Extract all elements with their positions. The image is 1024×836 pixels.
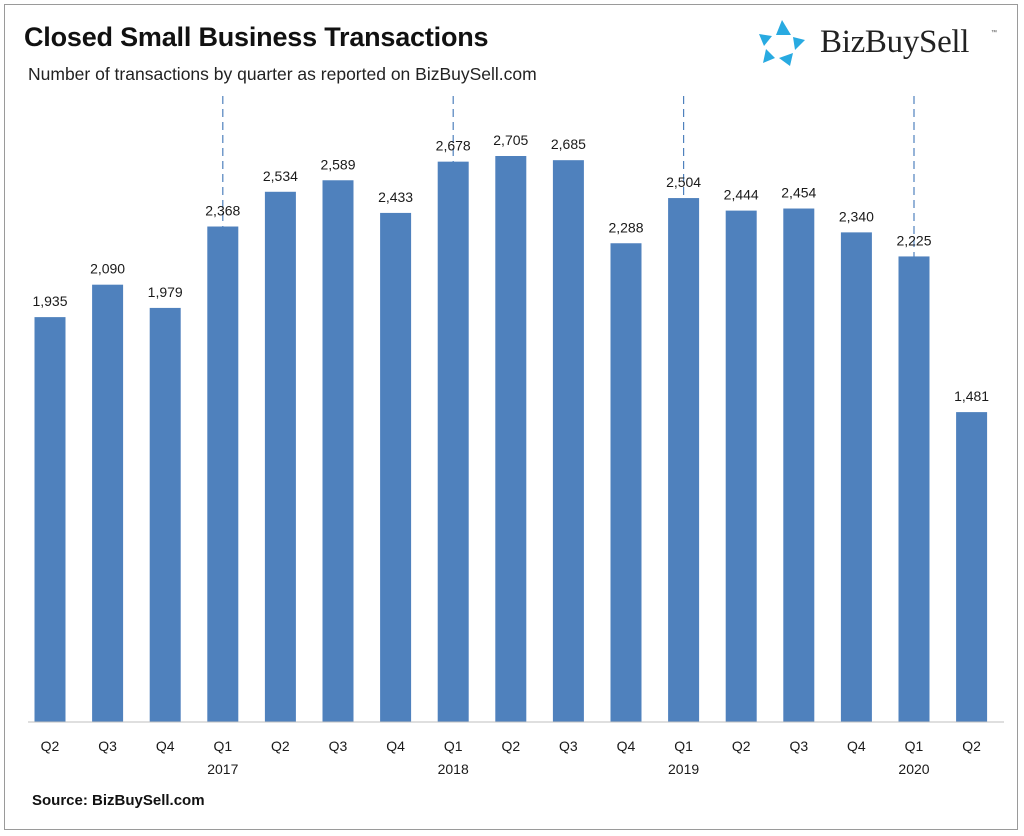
bar-0 [34,317,66,722]
bar-13 [783,208,815,722]
source-note: Source: BizBuySell.com [32,792,205,809]
data-label: 2,368 [205,203,240,219]
data-label: 2,454 [781,185,816,201]
data-label: 1,935 [32,293,67,309]
x-tick-label: Q2 [501,738,520,754]
data-label: 2,433 [378,189,413,205]
x-tick-label: Q2 [271,738,290,754]
data-label: 2,685 [551,136,586,152]
bar-9 [552,160,584,723]
x-tick-label: Q3 [789,738,808,754]
chart-title: Closed Small Business Transactions [24,22,489,52]
year-label: 2017 [207,761,238,777]
brand-logo-text: BizBuySell [820,24,970,60]
x-tick-label: Q4 [386,738,405,754]
data-label: 1,979 [148,284,183,300]
data-label: 1,481 [954,388,989,404]
x-tick-label: Q1 [213,738,232,754]
bar-5 [322,180,354,722]
x-tick-label: Q3 [98,738,117,754]
data-label: 2,589 [320,156,355,172]
bar-6 [380,212,412,722]
bar-3 [207,226,239,723]
year-label: 2019 [668,761,699,777]
bar-7 [437,161,469,722]
data-label: 2,225 [896,232,931,248]
bar-14 [840,232,872,722]
brand-trademark: ™ [991,30,997,36]
chart-subtitle: Number of transactions by quarter as rep… [28,64,537,84]
x-tick-label: Q4 [156,738,175,754]
bar-4 [264,191,296,723]
year-label: 2018 [438,761,469,777]
x-tick-label: Q2 [732,738,751,754]
bar-10 [610,243,642,722]
x-tick-label: Q1 [674,738,693,754]
data-label: 2,340 [839,208,874,224]
year-label: 2020 [898,761,929,777]
x-tick-label: Q2 [962,738,981,754]
x-tick-label: Q1 [444,738,463,754]
bizbuysell-star-icon [759,20,805,66]
bar-8 [495,156,527,722]
x-tick-label: Q2 [41,738,60,754]
bar-16 [956,412,988,722]
x-tick-label: Q4 [617,738,636,754]
data-label: 2,090 [90,261,125,277]
x-tick-label: Q3 [329,738,348,754]
bar-1 [92,284,124,722]
bar-15 [898,256,930,722]
x-tick-label: Q4 [847,738,866,754]
bar-11 [668,198,700,722]
data-label: 2,534 [263,168,298,184]
data-label: 2,504 [666,174,701,190]
bar-12 [725,210,757,723]
x-tick-label: Q3 [559,738,578,754]
x-tick-label: Q1 [905,738,924,754]
data-label: 2,678 [436,138,471,154]
data-label: 2,288 [608,219,643,235]
bar-2 [149,307,181,722]
data-label: 2,444 [724,187,759,203]
data-label: 2,705 [493,132,528,148]
